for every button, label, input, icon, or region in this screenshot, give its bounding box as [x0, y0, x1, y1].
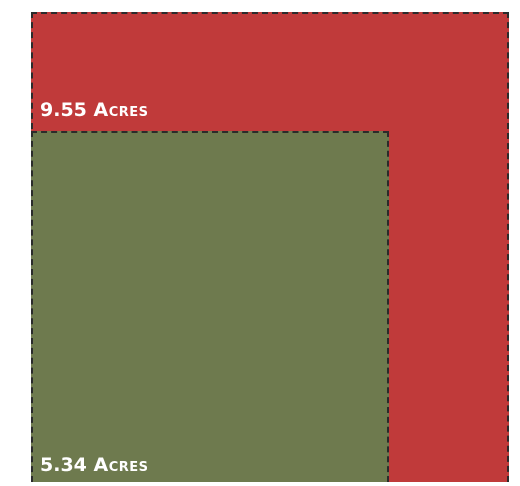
outer-area-value: 9.55 [40, 99, 87, 121]
inner-area-value: 5.34 [40, 454, 87, 476]
inner-area-5-34-acres [31, 131, 389, 482]
inner-area-label: 5.34 Acres [40, 456, 149, 475]
outer-area-unit: Acres [93, 99, 149, 121]
inner-area-unit: Acres [93, 454, 149, 476]
outer-area-label: 9.55 Acres [40, 101, 149, 120]
